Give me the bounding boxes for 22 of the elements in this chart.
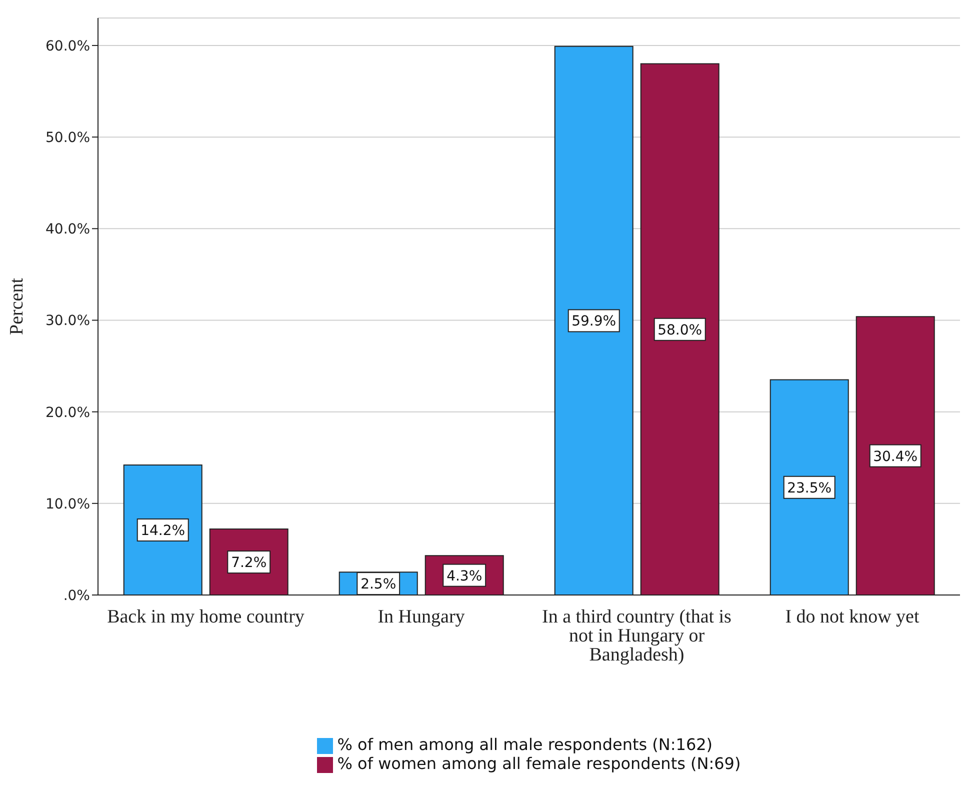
data-label: 7.2% <box>231 555 267 572</box>
data-label: 30.4% <box>873 448 918 465</box>
legend-label: % of women among all female respondents (N:69) <box>337 754 741 773</box>
data-label: 4.3% <box>446 568 482 584</box>
y-tick-label: 60.0% <box>46 38 90 54</box>
legend-label: % of men among all male respondents (N:162) <box>337 735 713 754</box>
y-axis-title: Percent <box>6 277 28 335</box>
data-label: 2.5% <box>360 576 396 593</box>
data-label: 58.0% <box>658 322 702 338</box>
x-tick-label: In a third country (that is not in Hungary or Bangladesh) <box>542 606 732 666</box>
y-tick-label: .0% <box>63 588 90 604</box>
data-label: 23.5% <box>787 480 832 496</box>
y-tick-label: 30.0% <box>46 313 90 330</box>
x-tick-label: Back in my home country <box>107 606 305 628</box>
data-label: 59.9% <box>572 314 616 330</box>
y-tick-label: 50.0% <box>46 130 90 146</box>
y-tick-label: 10.0% <box>46 496 90 512</box>
data-label: 14.2% <box>140 522 186 539</box>
y-tick-label: 20.0% <box>46 404 90 421</box>
x-tick-label: I do not know yet <box>785 606 920 628</box>
x-tick-label: In Hungary <box>378 606 466 628</box>
y-tick-label: 40.0% <box>46 222 90 238</box>
